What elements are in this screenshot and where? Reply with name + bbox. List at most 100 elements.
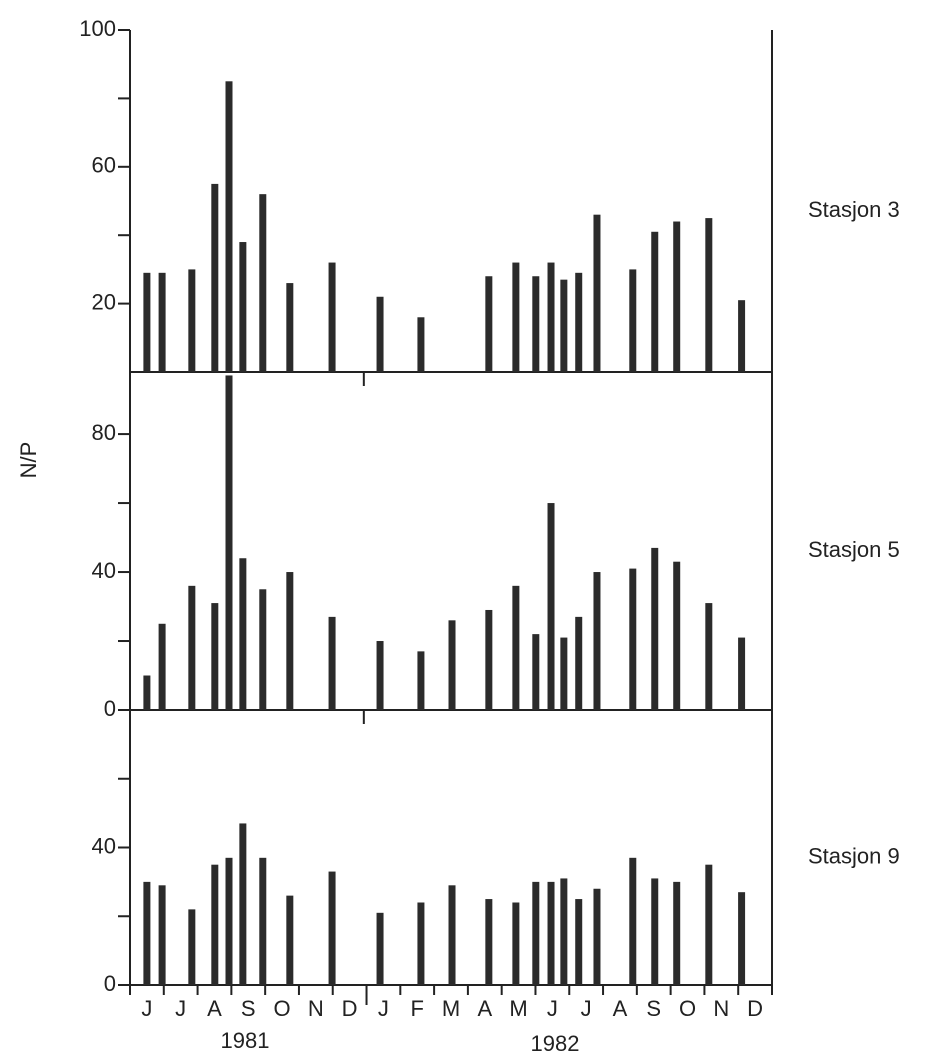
bar	[143, 881, 151, 985]
panel-label: Stasjon 5	[808, 537, 900, 562]
x-tick-label: D	[342, 996, 358, 1021]
bar	[448, 620, 456, 710]
x-tick-label: A	[613, 996, 628, 1021]
x-tick-label: J	[547, 996, 558, 1021]
x-tick-label: J	[175, 996, 186, 1021]
y-tick-label: 100	[79, 16, 116, 41]
bar	[485, 276, 493, 372]
bar	[328, 616, 336, 710]
bar	[560, 878, 568, 985]
x-tick-label: O	[273, 996, 290, 1021]
bar	[673, 561, 681, 710]
bar	[673, 221, 681, 372]
bar	[239, 558, 247, 710]
bar	[417, 317, 425, 372]
bar	[593, 214, 601, 372]
bar	[417, 651, 425, 710]
x-tick-label: N	[308, 996, 324, 1021]
bar	[286, 283, 294, 372]
x-tick-label: J	[378, 996, 389, 1021]
bar	[629, 269, 637, 372]
bar	[143, 272, 151, 372]
bar	[512, 262, 520, 372]
bar	[651, 547, 659, 710]
y-tick-label: 40	[92, 558, 116, 583]
bar	[629, 857, 637, 985]
bar	[376, 296, 384, 372]
bar	[547, 262, 555, 372]
x-tick-label: D	[747, 996, 763, 1021]
bar	[512, 585, 520, 710]
y-tick-label: 40	[92, 833, 116, 858]
bar	[328, 262, 336, 372]
x-tick-label: J	[581, 996, 592, 1021]
x-tick-label: M	[442, 996, 460, 1021]
year-label: 1981	[221, 1028, 270, 1053]
bar	[211, 183, 219, 372]
bar	[158, 623, 166, 710]
bar	[239, 242, 247, 372]
bar	[705, 218, 713, 372]
bar	[575, 616, 583, 710]
bar	[651, 878, 659, 985]
y-tick-label: 60	[92, 153, 116, 178]
bar	[738, 300, 746, 372]
bar	[259, 857, 267, 985]
x-tick-label: M	[509, 996, 527, 1021]
bar	[225, 81, 233, 373]
x-tick-label: A	[477, 996, 492, 1021]
bar	[629, 568, 637, 710]
bar	[512, 902, 520, 985]
x-tick-label: O	[679, 996, 696, 1021]
bar	[188, 909, 196, 985]
bar	[547, 503, 555, 710]
y-tick-label: 20	[92, 289, 116, 314]
bar	[705, 864, 713, 985]
bar	[239, 823, 247, 985]
bar	[738, 892, 746, 985]
bar	[532, 634, 540, 710]
bar	[188, 585, 196, 710]
bar	[532, 881, 540, 985]
bar	[532, 276, 540, 372]
x-tick-label: S	[646, 996, 661, 1021]
bar	[286, 895, 294, 985]
bar	[560, 637, 568, 710]
bar	[738, 637, 746, 710]
bar	[448, 885, 456, 985]
bar	[485, 609, 493, 710]
bar	[417, 902, 425, 985]
bar	[225, 375, 233, 710]
x-tick-label: N	[713, 996, 729, 1021]
y-tick-label: 0	[104, 696, 116, 721]
bar	[328, 871, 336, 985]
bar	[143, 675, 151, 710]
y-tick-label: 0	[104, 971, 116, 996]
bar	[560, 279, 568, 372]
bar	[259, 194, 267, 372]
bar	[575, 899, 583, 985]
bar	[673, 881, 681, 985]
bar	[485, 899, 493, 985]
bar	[593, 572, 601, 710]
bar	[211, 864, 219, 985]
x-tick-label: J	[141, 996, 152, 1021]
bar	[259, 589, 267, 710]
x-tick-label: A	[207, 996, 222, 1021]
y-tick-label: 80	[92, 420, 116, 445]
bar	[705, 603, 713, 710]
x-tick-label: S	[241, 996, 256, 1021]
panel-label: Stasjon 9	[808, 843, 900, 868]
year-label: 1982	[531, 1031, 580, 1056]
bar	[158, 272, 166, 372]
bar	[651, 231, 659, 372]
bar	[547, 881, 555, 985]
y-axis-title: N/P	[16, 442, 41, 479]
bar	[376, 912, 384, 985]
bar	[376, 641, 384, 710]
bar	[286, 572, 294, 710]
bar	[575, 272, 583, 372]
bar	[225, 857, 233, 985]
bar	[211, 603, 219, 710]
